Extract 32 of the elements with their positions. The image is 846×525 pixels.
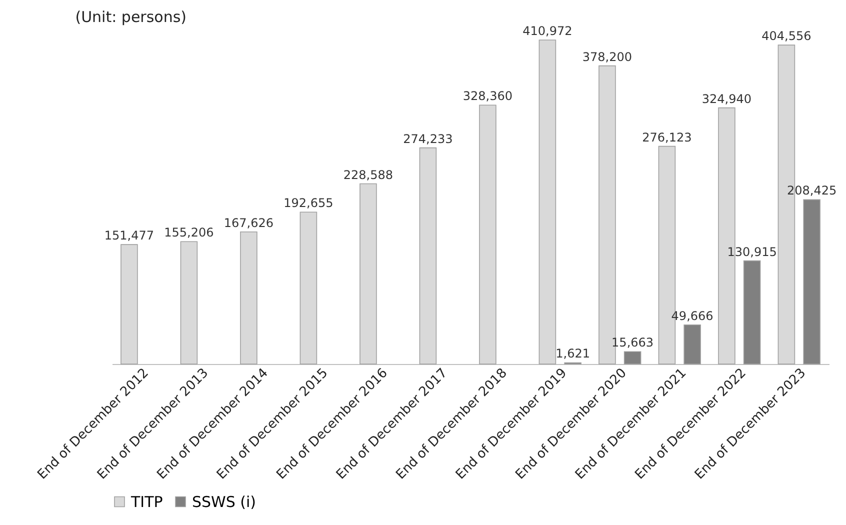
data-label: 130,915 (727, 244, 777, 259)
data-label: 1,621 (556, 346, 590, 361)
bar (419, 147, 437, 364)
data-label: 324,940 (702, 92, 752, 106)
legend-label: TITP (130, 492, 163, 511)
data-label: 192,655 (284, 196, 334, 210)
data-label: 410,972 (522, 24, 572, 38)
data-label: 328,360 (462, 89, 513, 104)
data-label: 276,123 (642, 130, 692, 144)
data-label: 404,556 (762, 29, 812, 44)
data-label: 208,425 (786, 184, 837, 198)
data-label: 167,626 (224, 216, 274, 230)
data-label: 378,200 (582, 50, 632, 64)
data-label: 155,206 (164, 226, 214, 240)
bar (624, 351, 642, 364)
bar (240, 231, 258, 364)
data-label: 49,666 (671, 308, 714, 323)
bar (538, 40, 556, 364)
data-label: 228,588 (343, 168, 394, 182)
data-label: 274,233 (403, 132, 453, 146)
bar (684, 324, 701, 364)
legend-label: SSWS (i) (192, 492, 256, 511)
data-label: 151,477 (104, 228, 154, 243)
text: (Unit: persons) (75, 8, 187, 26)
bar (180, 241, 198, 364)
bar (743, 260, 761, 364)
bar (803, 199, 820, 364)
bar (120, 244, 138, 364)
bar (300, 212, 318, 364)
bar (360, 183, 377, 364)
data-label: 15,663 (612, 336, 654, 350)
bar (479, 104, 496, 364)
